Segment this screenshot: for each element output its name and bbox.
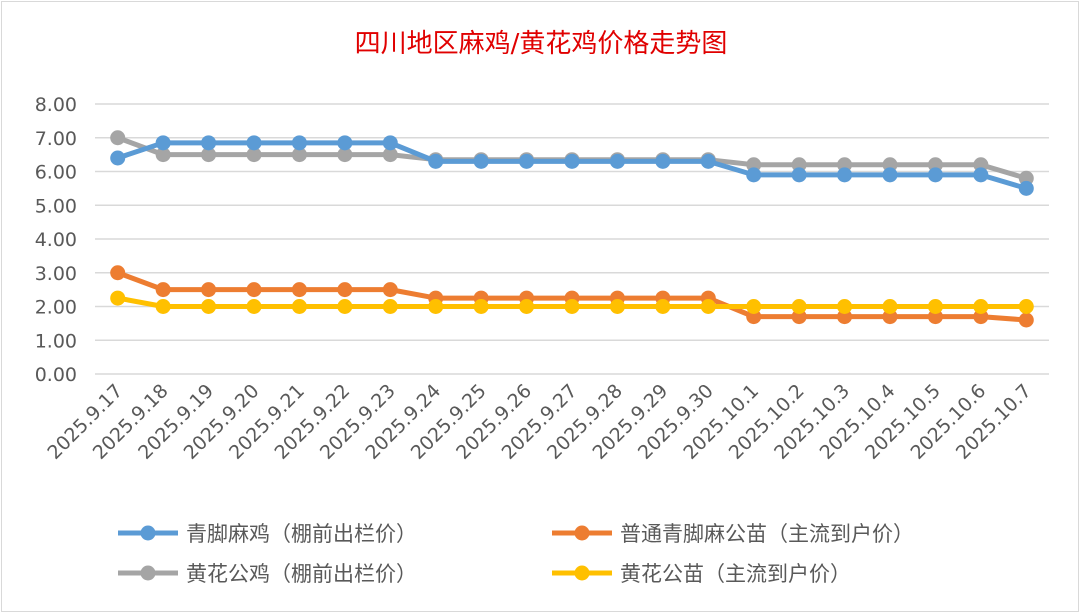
data-point (837, 299, 853, 314)
series-0 (110, 135, 1034, 196)
data-point (110, 150, 126, 166)
data-point (201, 135, 217, 151)
data-point (382, 282, 398, 298)
data-point (927, 167, 943, 183)
data-point (201, 299, 217, 314)
data-point (201, 282, 217, 298)
data-point (746, 299, 762, 314)
data-point (1018, 312, 1034, 328)
y-tick-label: 1.00 (35, 330, 77, 352)
legend-label: 黄花公苗（主流到户价） (620, 562, 851, 586)
data-point (973, 299, 989, 314)
data-point (246, 299, 262, 314)
data-point (382, 299, 398, 314)
legend-label: 青脚麻鸡（棚前出栏价） (186, 522, 417, 546)
data-point (655, 299, 671, 314)
legend-marker (140, 565, 156, 581)
data-point (155, 299, 171, 314)
data-point (791, 299, 807, 314)
series-3 (110, 290, 1034, 314)
data-point (473, 299, 489, 314)
data-point (110, 290, 126, 306)
legend-item: 黄花公鸡（棚前出栏价） (118, 562, 417, 586)
data-point (609, 153, 625, 169)
data-point (110, 130, 126, 146)
data-point (337, 147, 353, 163)
data-point (609, 299, 625, 314)
data-point (700, 153, 716, 169)
data-point (291, 147, 307, 163)
legend-marker (574, 525, 590, 541)
data-point (564, 153, 580, 169)
data-point (428, 299, 444, 314)
y-tick-label: 7.00 (35, 128, 77, 150)
data-point (155, 147, 171, 163)
y-tick-label: 0.00 (35, 364, 77, 386)
data-point (473, 153, 489, 169)
data-point (927, 299, 943, 314)
data-point (155, 282, 171, 298)
data-point (155, 135, 171, 151)
data-point (246, 147, 262, 163)
data-point (791, 167, 807, 183)
y-tick-label: 6.00 (35, 162, 77, 184)
data-point (882, 299, 898, 314)
y-tick-label: 8.00 (35, 94, 77, 116)
y-tick-label: 2.00 (35, 297, 77, 319)
data-point (291, 135, 307, 151)
y-tick-label: 5.00 (35, 195, 77, 217)
data-point (519, 153, 535, 169)
data-point (519, 299, 535, 314)
data-point (564, 299, 580, 314)
data-point (382, 147, 398, 163)
data-point (337, 282, 353, 298)
legend-item: 黄花公苗（主流到户价） (552, 562, 851, 586)
data-point (291, 299, 307, 314)
legend-item: 青脚麻鸡（棚前出栏价） (118, 522, 417, 546)
y-tick-label: 4.00 (35, 229, 77, 251)
legend-marker (140, 525, 156, 541)
data-point (973, 167, 989, 183)
data-point (837, 167, 853, 183)
data-point (382, 135, 398, 151)
data-point (246, 135, 262, 151)
chart-title: 四川地区麻鸡/黄花鸡价格走势图 (355, 29, 728, 59)
data-point (246, 282, 262, 298)
series-1 (110, 265, 1034, 328)
data-point (700, 299, 716, 314)
legend-marker (574, 565, 590, 581)
data-point (337, 299, 353, 314)
data-point (746, 167, 762, 183)
data-point (201, 147, 217, 163)
data-point (655, 153, 671, 169)
legend-label: 黄花公鸡（棚前出栏价） (186, 562, 417, 586)
data-point (337, 135, 353, 151)
legend-label: 普通青脚麻公苗（主流到户价） (620, 522, 914, 546)
legend-item: 普通青脚麻公苗（主流到户价） (552, 522, 914, 546)
data-point (1018, 180, 1034, 196)
data-point (882, 167, 898, 183)
data-point (428, 153, 444, 169)
data-point (291, 282, 307, 298)
data-point (110, 265, 126, 281)
data-point (1018, 299, 1034, 314)
y-tick-label: 3.00 (35, 263, 77, 285)
